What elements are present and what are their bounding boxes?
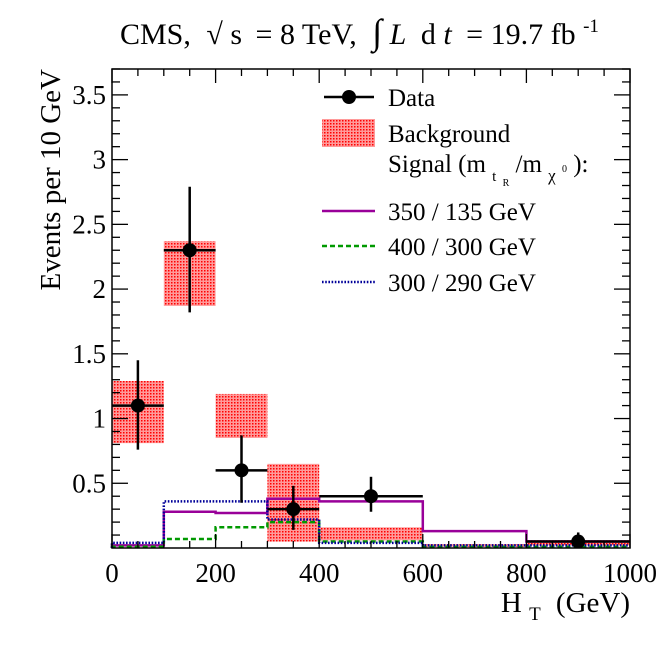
data-point-2 (234, 463, 249, 478)
data-points-group (112, 186, 630, 549)
x-label-main: H (501, 587, 522, 619)
x-label-unit: (GeV) (556, 587, 630, 619)
y-tick-label-5: 3 (93, 145, 107, 175)
data-point-4 (364, 489, 378, 504)
signal-series-0 (110, 497, 630, 548)
title-energy: = 8 TeV, (256, 18, 357, 51)
x-tick-label-5: 1000 (603, 558, 657, 588)
y-tick-label-2: 1.5 (72, 339, 106, 369)
legend-signal-label-0: 350 / 135 GeV (388, 199, 536, 226)
legend-data-marker (342, 90, 356, 104)
legend-signal-header: Signal (m t R /m χ 0 ): (388, 151, 589, 192)
signal-header-prefix: Signal (m (388, 151, 486, 178)
signal-header-sub2-sup: 0 (562, 164, 567, 175)
x-tick-label-2: 400 (299, 558, 340, 588)
background-band-2 (215, 393, 268, 438)
signal-header-slash: /m (516, 151, 543, 178)
sqrt-symbol-icon: √ (206, 18, 223, 51)
x-label-sub: T (529, 604, 541, 625)
chart-title: CMS, √ s = 8 TeV, ∫ L d t = 19.7 fb -1 (120, 12, 599, 54)
y-tick-label-3: 2 (93, 274, 107, 304)
x-axis-label: H T (GeV) (501, 587, 630, 627)
data-point-1 (182, 243, 197, 258)
title-sqrt-arg: s (230, 18, 242, 51)
background-band-4 (319, 527, 423, 541)
signal-header-sub1-sub: R (503, 178, 510, 189)
signal-header-sub1-main: t (492, 169, 497, 185)
signal-header-sub2-main: χ (547, 166, 556, 185)
x-tick-label-1: 200 (195, 558, 236, 588)
y-tick-label-0: 0.5 (72, 468, 106, 498)
title-lumi-exp: -1 (583, 16, 599, 37)
title-lumi-value: = 19.7 fb (466, 18, 575, 51)
title-lumi-t: t (443, 18, 452, 51)
title-experiment: CMS, (120, 18, 191, 51)
y-axis-label: Events per 10 GeV (35, 69, 67, 291)
y-tick-label-1: 1 (93, 404, 107, 434)
data-point-0 (130, 398, 145, 413)
title-lumi-d: d (421, 18, 436, 51)
title-lumi-var: L (389, 18, 407, 51)
x-tick-label-3: 600 (403, 558, 444, 588)
y-tick-label-4: 2.5 (72, 209, 106, 239)
x-tick-label-0: 0 (105, 558, 119, 588)
legend-signal-label-2: 300 / 290 GeV (388, 270, 536, 297)
legend-background-swatch (322, 119, 375, 147)
legend-signal-entries: 350 / 135 GeV 400 / 300 GeV 300 / 290 GeV (322, 199, 536, 297)
legend-signal-label-1: 400 / 300 GeV (388, 234, 536, 261)
y-tick-label-6: 3.5 (72, 80, 106, 110)
integral-symbol-icon: ∫ (370, 12, 384, 54)
data-point-3 (286, 502, 301, 517)
legend: Data Background Signal (m t R /m χ 0 ): … (322, 85, 589, 297)
signal-header-suffix: ): (573, 151, 588, 178)
legend-background-label: Background (388, 121, 511, 148)
legend-data-label: Data (388, 85, 435, 112)
x-tick-label-4: 800 (506, 558, 547, 588)
axis-ticks-group: 0 200 400 600 800 1000 0.5 1 1.5 2 2.5 3 3.5 (72, 68, 657, 588)
